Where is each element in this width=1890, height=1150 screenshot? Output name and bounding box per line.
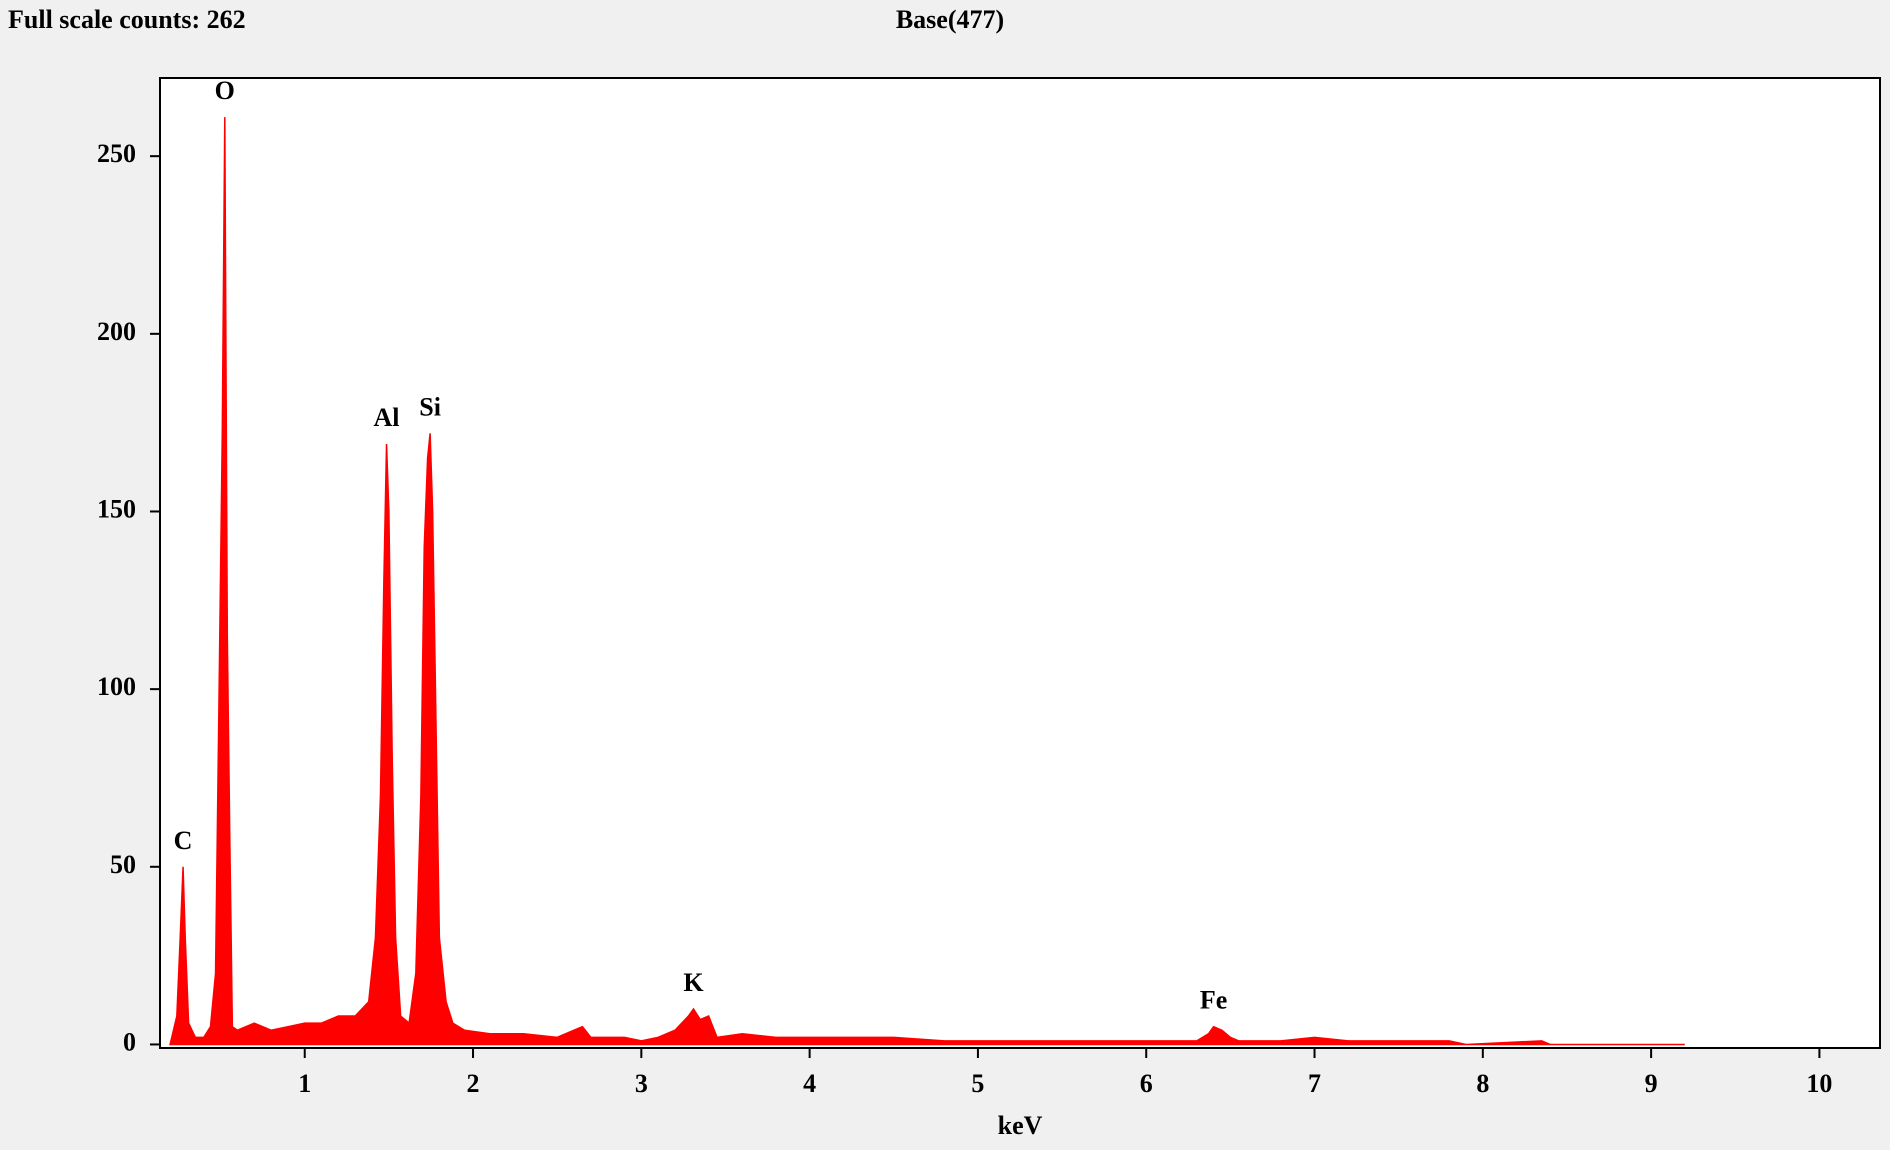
peak-label: O	[215, 76, 235, 105]
x-tick-label: 2	[467, 1069, 480, 1098]
chart-title: Base(477)	[896, 5, 1004, 34]
peak-label: K	[683, 968, 704, 997]
x-tick-label: 10	[1806, 1069, 1832, 1098]
peak-label: Si	[419, 392, 441, 421]
y-tick-label: 150	[97, 494, 136, 523]
y-tick-label: 200	[97, 317, 136, 346]
peak-label: C	[174, 826, 193, 855]
x-tick-label: 4	[803, 1069, 816, 1098]
y-tick-label: 50	[110, 850, 136, 879]
x-tick-label: 1	[298, 1069, 311, 1098]
peak-label: Al	[374, 403, 400, 432]
x-axis-label: keV	[998, 1111, 1043, 1140]
y-tick-label: 250	[97, 139, 136, 168]
subtitle: Full scale counts: 262	[8, 5, 246, 34]
peak-label: Fe	[1200, 986, 1227, 1015]
x-tick-label: 5	[971, 1069, 984, 1098]
x-tick-label: 3	[635, 1069, 648, 1098]
plot-area	[159, 77, 1881, 1049]
x-tick-label: 7	[1308, 1069, 1321, 1098]
x-tick-label: 9	[1645, 1069, 1658, 1098]
x-tick-label: 8	[1476, 1069, 1489, 1098]
y-tick-label: 100	[97, 672, 136, 701]
x-tick-label: 6	[1140, 1069, 1153, 1098]
spectrum	[169, 117, 1685, 1046]
y-tick-label: 0	[123, 1027, 136, 1056]
